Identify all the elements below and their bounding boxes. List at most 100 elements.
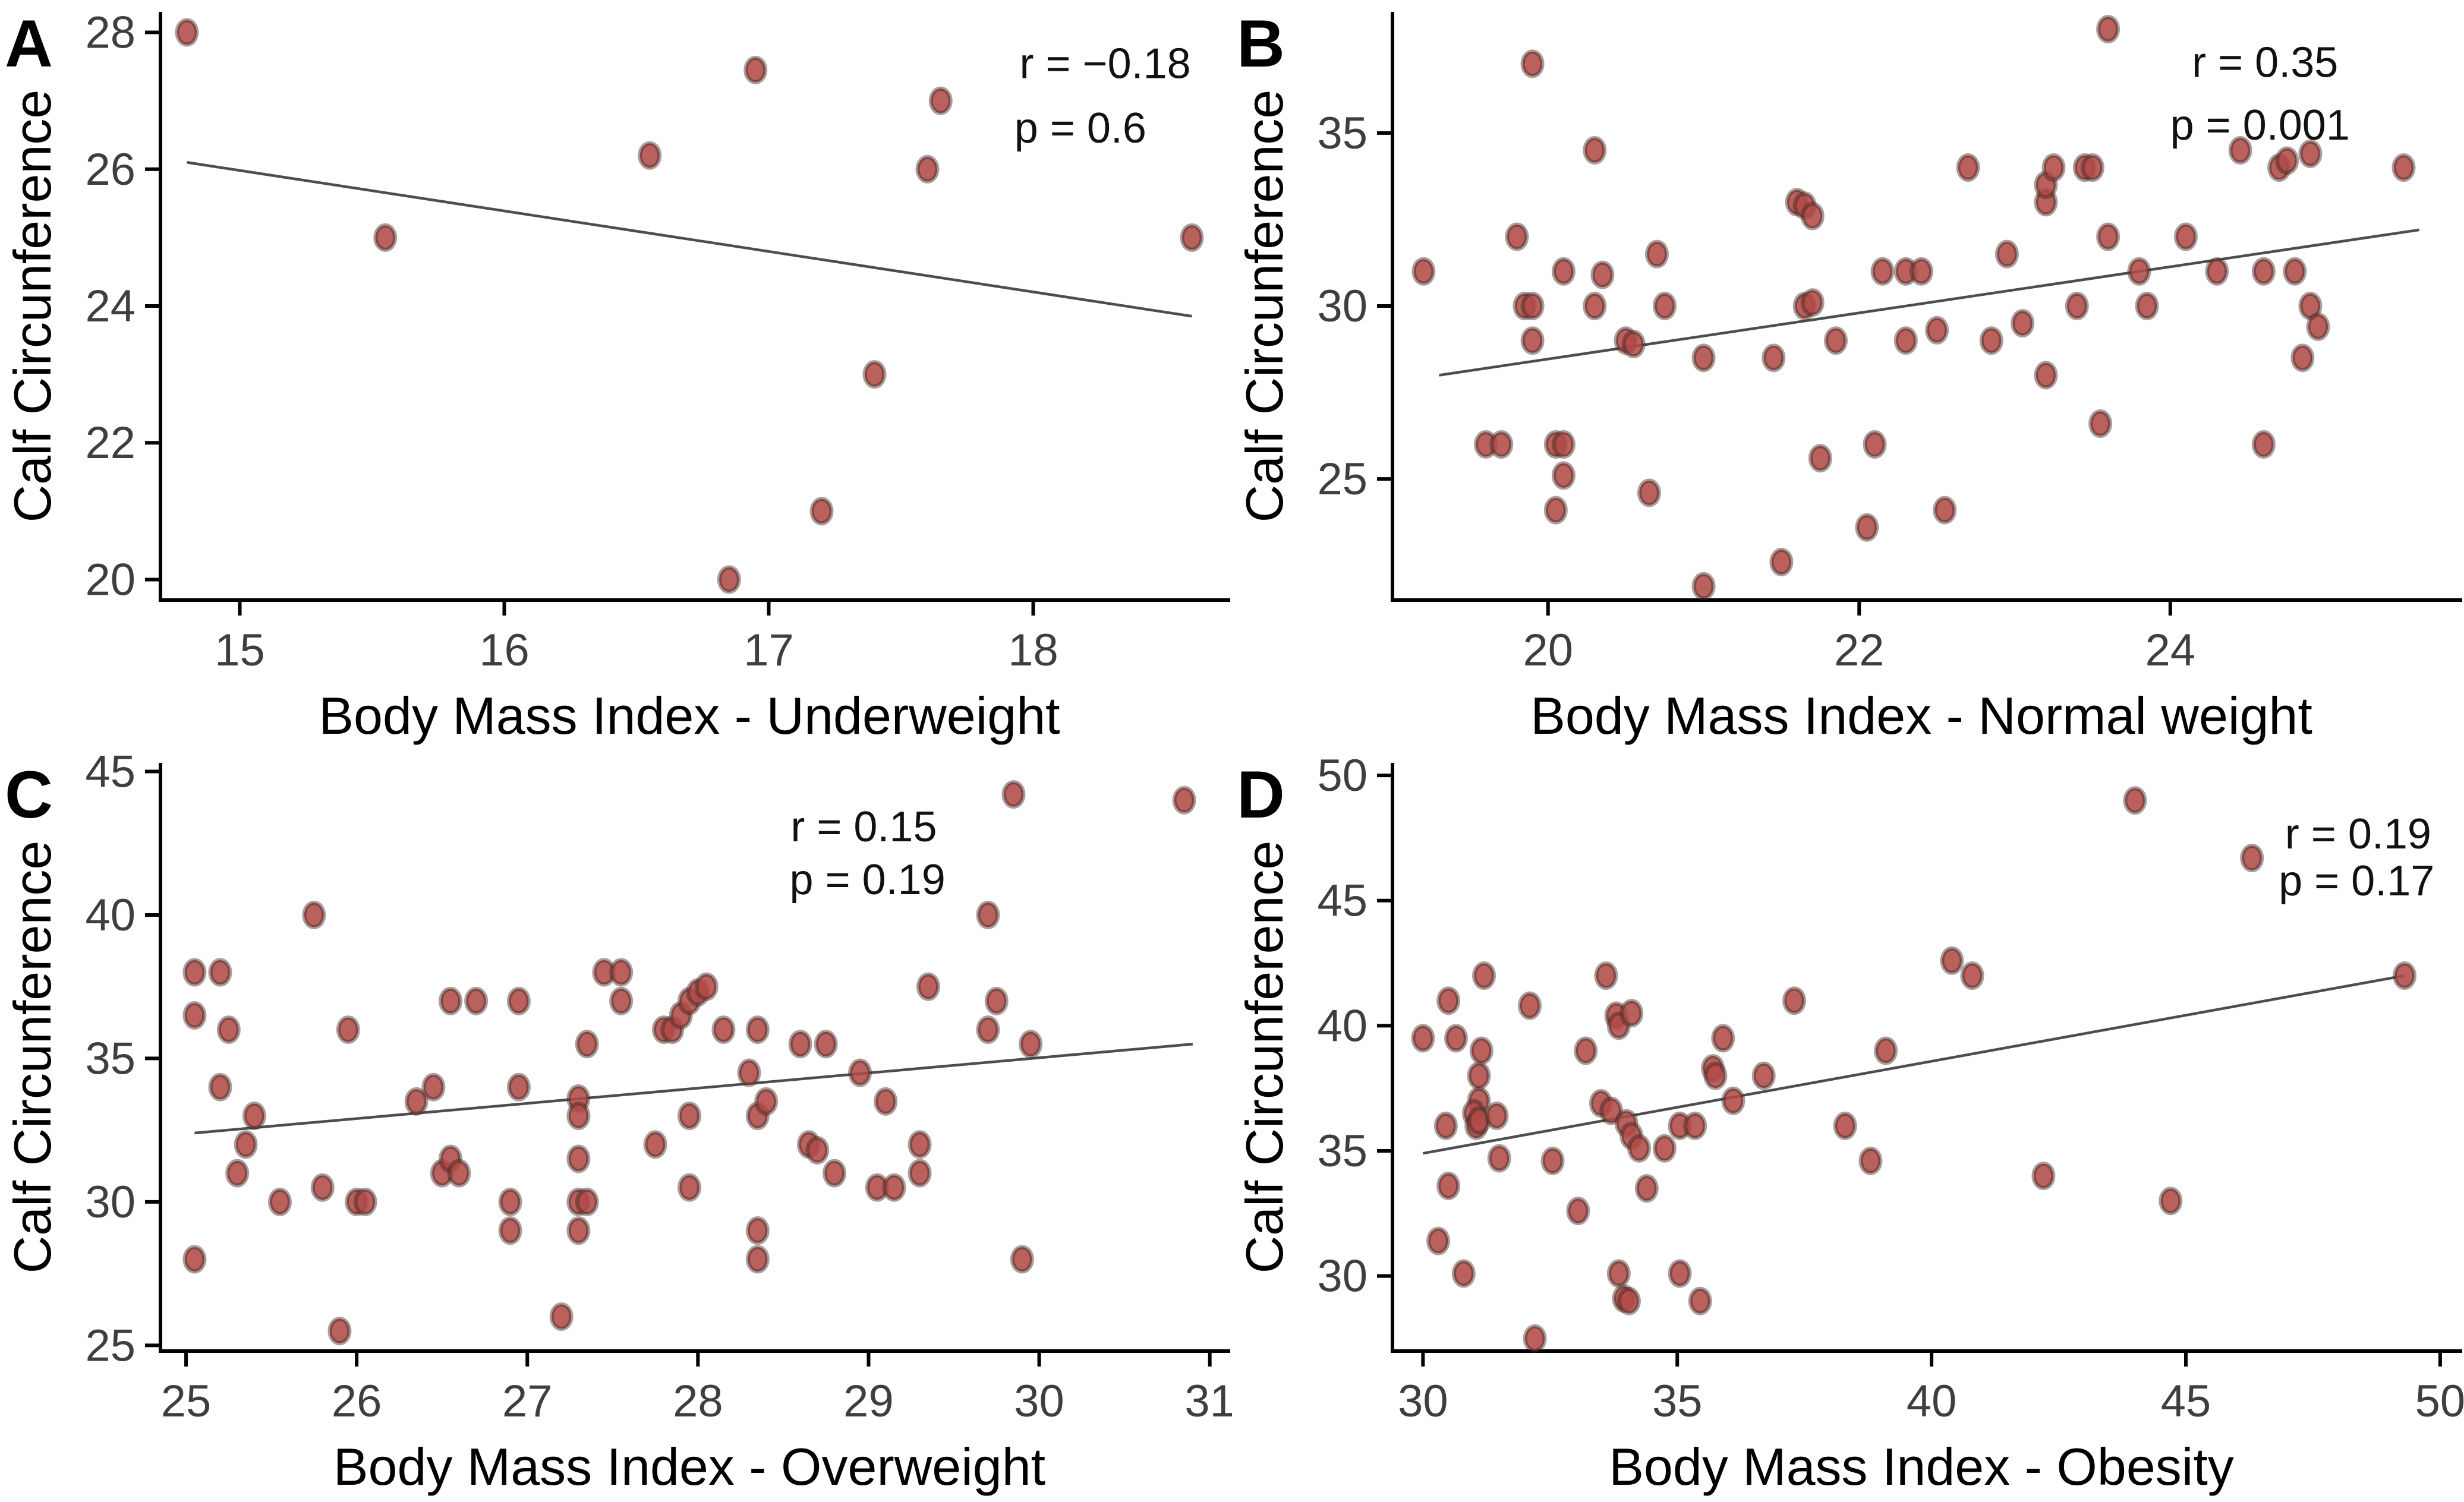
x-tick-label: 22 (1834, 625, 1885, 676)
y-tick-label: 45 (85, 751, 136, 797)
trend-line (194, 1043, 1193, 1135)
data-point (1653, 292, 1677, 320)
data-point (928, 86, 953, 115)
data-point (1451, 1259, 1476, 1288)
x-axis-title: Body Mass Index - Underweight (319, 686, 1060, 745)
y-tick-label: 28 (85, 8, 136, 58)
data-point (1652, 1134, 1677, 1163)
data-point (225, 1159, 250, 1188)
data-point (439, 986, 463, 1015)
data-point (1520, 326, 1545, 355)
data-point (609, 986, 634, 1015)
panel-A-svg: 15 16 17 18 20 22 24 26 28 r = −0.18 p = 0.6 Body M… (3, 7, 1230, 745)
data-point (1617, 1286, 1641, 1315)
data-point (208, 1072, 232, 1102)
data-point (1688, 1286, 1712, 1315)
data-point (1634, 1174, 1659, 1203)
data-point (1870, 257, 1895, 286)
data-point (1858, 1146, 1883, 1175)
pvalue-annotation: p = 0.001 (2170, 102, 2350, 149)
data-point (182, 1001, 207, 1030)
data-point (267, 1187, 292, 1216)
data-point (1910, 257, 1933, 286)
panel-D-svg: 30 35 40 45 50 30 35 40 45 50 r = 0.19p = 0.17 Body… (1235, 751, 2464, 1496)
data-point (976, 900, 1000, 929)
panel-C-svg: 25 26 27 28 29 30 31 25 30 35 40 45 r = 0.15 p = 0.19… (3, 751, 1232, 1496)
x-tick-label: 26 (332, 1376, 382, 1427)
data-point (2123, 786, 2147, 815)
data-point (575, 1030, 599, 1059)
data-point (1606, 1259, 1631, 1288)
data-point (1874, 1036, 1898, 1065)
data-point (2174, 222, 2198, 251)
y-tick-label: 30 (1317, 1251, 1368, 1302)
data-point (1010, 1245, 1034, 1274)
data-point (1855, 513, 1879, 542)
data-point (1893, 326, 1918, 355)
data-point (743, 55, 768, 84)
data-point (549, 1302, 574, 1331)
data-point (1590, 260, 1615, 289)
data-point (2298, 139, 2323, 168)
data-point (336, 1015, 360, 1045)
data-point (2041, 153, 2066, 182)
data-point (1994, 239, 2019, 269)
data-point (1543, 496, 1568, 525)
data-point (1782, 986, 1807, 1015)
x-tick-label: 28 (673, 1376, 723, 1427)
data-point (2251, 257, 2276, 286)
panel-A: 15 16 17 18 20 22 24 26 28 r = −0.18 p = 0.6 Body M… (0, 0, 1232, 751)
data-point (643, 1130, 667, 1159)
data-point (1551, 257, 1576, 286)
data-point (1721, 1086, 1745, 1115)
x-tick-label: 20 (1523, 625, 1573, 676)
data-point (2080, 153, 2104, 182)
y-axis-title: Calf Circunference (1235, 841, 1294, 1274)
data-point (638, 141, 662, 170)
data-point (678, 1173, 701, 1202)
data-point (1540, 1146, 1565, 1175)
data-point (1433, 1111, 1458, 1140)
data-point (310, 1173, 335, 1202)
y-tick-label: 35 (1317, 1126, 1368, 1176)
data-point (373, 223, 398, 252)
data-point (1769, 547, 1794, 576)
data-point (745, 1216, 770, 1245)
data-point (745, 1015, 770, 1045)
data-point (447, 1159, 471, 1188)
data-point (874, 1087, 898, 1116)
panel-letter: C (5, 758, 53, 832)
data-point (1487, 1144, 1511, 1173)
data-point (2240, 844, 2264, 873)
data-point (1485, 1102, 1509, 1130)
data-point (1619, 999, 1644, 1028)
x-tick-label: 40 (1907, 1376, 1957, 1427)
data-point (1469, 1036, 1493, 1065)
x-tick-label: 50 (2415, 1376, 2464, 1427)
trend-line (187, 161, 1192, 318)
data-point (1800, 201, 1825, 231)
data-point (1691, 572, 1716, 601)
correlation-annotation: r = 0.15 (790, 803, 937, 851)
data-point (2011, 309, 2035, 338)
data-point (809, 497, 834, 526)
data-point (2228, 135, 2252, 165)
x-tick-label: 30 (1014, 1376, 1064, 1427)
data-point (1645, 239, 1669, 269)
x-tick-label: 17 (743, 625, 794, 676)
data-point (1833, 1111, 1857, 1140)
data-point (1583, 135, 1607, 165)
data-point (302, 900, 326, 929)
data-point (2306, 312, 2330, 341)
data-point (737, 1058, 761, 1087)
data-point (745, 1245, 770, 1274)
panel-letter: D (1237, 758, 1285, 832)
data-point (1863, 430, 1887, 459)
data-point (984, 986, 1009, 1015)
data-point (2275, 146, 2299, 175)
y-axis-title: Calf Circunference (3, 90, 62, 523)
data-point (242, 1102, 266, 1130)
data-point (1824, 326, 1848, 355)
data-point (1411, 257, 1436, 286)
data-point (575, 1187, 599, 1216)
